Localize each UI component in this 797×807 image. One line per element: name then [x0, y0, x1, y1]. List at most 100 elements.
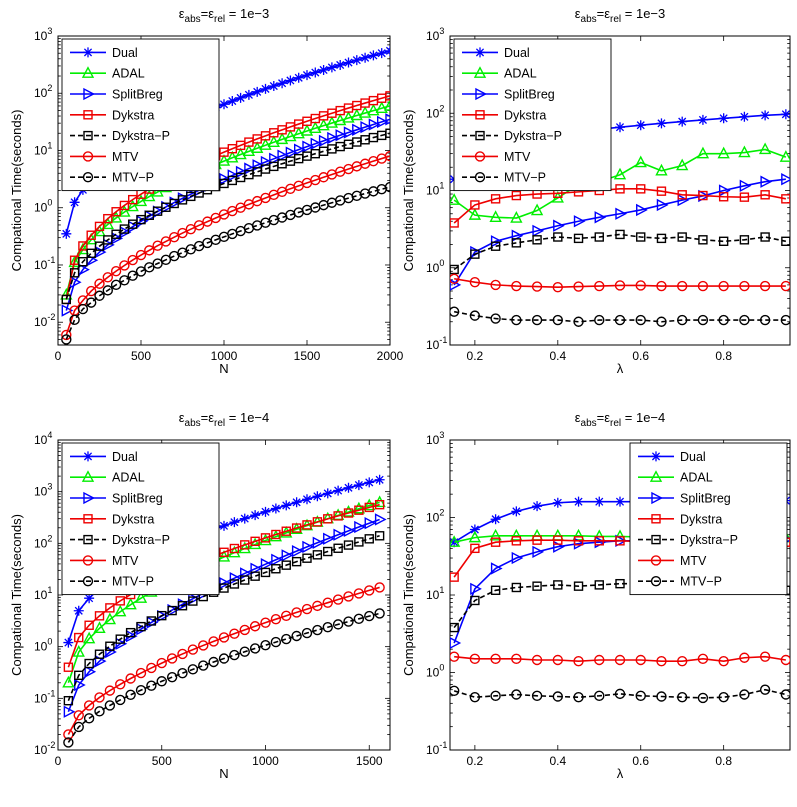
data-point: [104, 700, 116, 711]
y-tick-exponent: -2: [47, 312, 55, 322]
data-point: [717, 146, 730, 159]
data-point: [63, 637, 74, 648]
data-point: [271, 564, 281, 574]
data-point: [301, 603, 313, 615]
legend-label: MTV−P: [504, 171, 546, 185]
series-line: [453, 148, 787, 219]
data-point: [94, 290, 105, 301]
data-point: [146, 616, 157, 626]
series-line: [454, 277, 786, 289]
chart-title: εabs=εrel = 1e−4: [575, 410, 666, 429]
data-point: [510, 528, 523, 541]
data-point: [83, 713, 95, 724]
y-tick-base: 10: [426, 433, 440, 447]
data-point: [353, 480, 364, 491]
legend-entry: ADAL: [638, 470, 713, 485]
data-point: [229, 543, 240, 554]
data-point: [511, 280, 522, 292]
data-point: [614, 654, 626, 666]
title-epsilon: ε: [575, 410, 581, 425]
data-point: [277, 78, 288, 89]
data-point: [105, 641, 115, 651]
data-point: [166, 653, 178, 664]
data-point: [325, 116, 339, 128]
data-point: [363, 498, 376, 511]
data-point: [69, 268, 80, 278]
data-point: [490, 653, 501, 665]
data-point: [94, 706, 105, 717]
data-point: [318, 134, 331, 148]
data-point: [759, 280, 771, 292]
data-point: [119, 224, 130, 234]
data-point: [615, 184, 625, 194]
data-point: [73, 710, 84, 721]
y-tick-exponent: -1: [47, 688, 55, 698]
data-point: [146, 662, 157, 674]
data-point: [332, 594, 344, 605]
data-point: [573, 581, 584, 591]
data-point: [697, 114, 708, 125]
data-point: [677, 193, 690, 207]
legend-label: MTV: [680, 554, 707, 568]
y-tick-exponent: 3: [47, 482, 52, 492]
data-point: [310, 67, 321, 78]
data-point: [511, 536, 522, 546]
data-point: [384, 181, 390, 193]
data-point: [490, 235, 503, 248]
y-tick-exponent: 1: [439, 585, 444, 595]
data-point: [696, 146, 710, 159]
data-point: [249, 621, 261, 632]
data-point: [532, 545, 545, 559]
data-point: [656, 691, 667, 702]
legend-label: MTV−P: [112, 171, 154, 185]
data-point: [489, 528, 502, 541]
y-tick-exponent: 0: [439, 663, 444, 673]
data-point: [281, 526, 291, 536]
data-point: [350, 108, 363, 121]
legend-label: Dykstra−P: [504, 129, 562, 143]
data-point: [385, 45, 390, 56]
title-value: = 1e−3: [225, 6, 269, 21]
data-point: [333, 528, 346, 541]
data-point: [718, 113, 729, 124]
data-point: [105, 603, 115, 613]
data-point: [239, 646, 250, 657]
data-point: [109, 210, 123, 223]
data-point: [342, 110, 355, 123]
series-line: [67, 535, 380, 702]
series-mtv-p: [63, 608, 385, 748]
legend-marker: [83, 514, 93, 524]
y-tick-exponent: -1: [47, 255, 55, 265]
y-axis-label: Compational Time(seconds): [9, 110, 24, 272]
data-point: [635, 280, 646, 291]
data-point: [260, 506, 271, 517]
data-point: [450, 306, 460, 317]
legend-entry: Dual: [70, 450, 138, 464]
data-point: [739, 314, 750, 326]
data-point: [234, 147, 247, 160]
data-point: [238, 541, 251, 554]
series-mtv-p: [450, 684, 790, 704]
data-point: [125, 627, 136, 638]
series-dykstra: [450, 184, 790, 228]
data-point: [469, 277, 481, 288]
title-epsilon: ε: [179, 410, 185, 425]
data-point: [119, 200, 130, 211]
y-tick-base: 10: [426, 588, 440, 602]
legend-marker: [83, 110, 93, 120]
y-tick-exponent: -2: [47, 740, 55, 750]
y-axis-label: Compational Time(seconds): [401, 514, 416, 676]
data-point: [226, 150, 239, 163]
data-point: [738, 145, 751, 158]
y-axis-label: Compational Time(seconds): [401, 110, 416, 272]
data-point: [260, 640, 271, 651]
legend-entry: MTV: [462, 150, 531, 164]
data-point: [177, 601, 188, 611]
legend-label: Dykstra: [680, 512, 722, 526]
legend-label: Dykstra−P: [112, 533, 170, 547]
data-point: [615, 496, 625, 507]
data-point: [83, 700, 95, 711]
x-tick-label: 0: [55, 754, 62, 768]
